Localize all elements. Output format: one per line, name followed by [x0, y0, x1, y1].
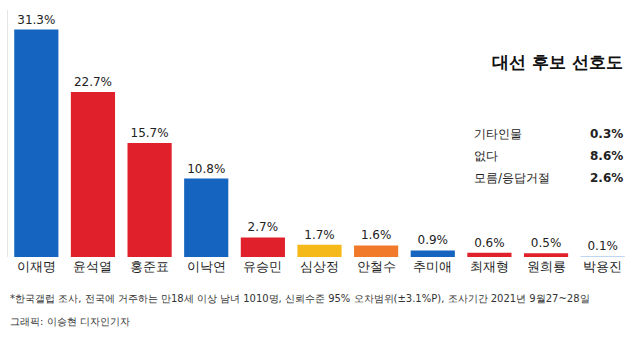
svg-text:유승민: 유승민	[243, 259, 282, 274]
svg-text:안철수: 안철수	[357, 259, 396, 274]
svg-text:2.6%: 2.6%	[590, 171, 623, 185]
svg-text:이낙연: 이낙연	[187, 259, 226, 274]
svg-text:0.1%: 0.1%	[587, 239, 618, 253]
svg-text:윤석열: 윤석열	[73, 259, 112, 274]
svg-text:8.6%: 8.6%	[590, 149, 623, 163]
svg-text:모름/응답거절: 모름/응답거절	[474, 171, 550, 185]
svg-text:0.9%: 0.9%	[418, 233, 449, 247]
svg-text:31.3%: 31.3%	[17, 13, 55, 27]
svg-text:0.3%: 0.3%	[590, 127, 623, 141]
svg-text:최재형: 최재형	[470, 259, 509, 274]
svg-text:그래픽: 이승현 디자인기자: 그래픽: 이승현 디자인기자	[10, 316, 130, 327]
svg-text:0.5%: 0.5%	[531, 236, 562, 250]
svg-text:기타인물: 기타인물	[474, 127, 522, 141]
svg-text:없다: 없다	[474, 149, 498, 163]
svg-text:심상정: 심상정	[300, 259, 339, 274]
svg-text:0.6%: 0.6%	[474, 236, 505, 250]
svg-text:*한국갤럽 조사, 전국에 거주하는 만18세 이상 남녀: *한국갤럽 조사, 전국에 거주하는 만18세 이상 남녀 1010명, 신뢰수…	[10, 293, 590, 304]
svg-text:박용진: 박용진	[583, 259, 622, 274]
svg-text:추미애: 추미애	[413, 259, 452, 274]
svg-text:2.7%: 2.7%	[248, 220, 278, 234]
svg-text:이재명: 이재명	[17, 259, 56, 274]
svg-text:15.7%: 15.7%	[131, 126, 169, 140]
svg-text:1.6%: 1.6%	[361, 228, 392, 242]
svg-text:홍준표: 홍준표	[130, 259, 169, 274]
svg-text:원희룡: 원희룡	[527, 259, 566, 274]
svg-text:10.8%: 10.8%	[187, 162, 225, 176]
svg-text:22.7%: 22.7%	[74, 75, 112, 89]
svg-text:1.7%: 1.7%	[304, 228, 335, 242]
svg-text:대선 후보 선호도: 대선 후보 선호도	[492, 52, 623, 72]
